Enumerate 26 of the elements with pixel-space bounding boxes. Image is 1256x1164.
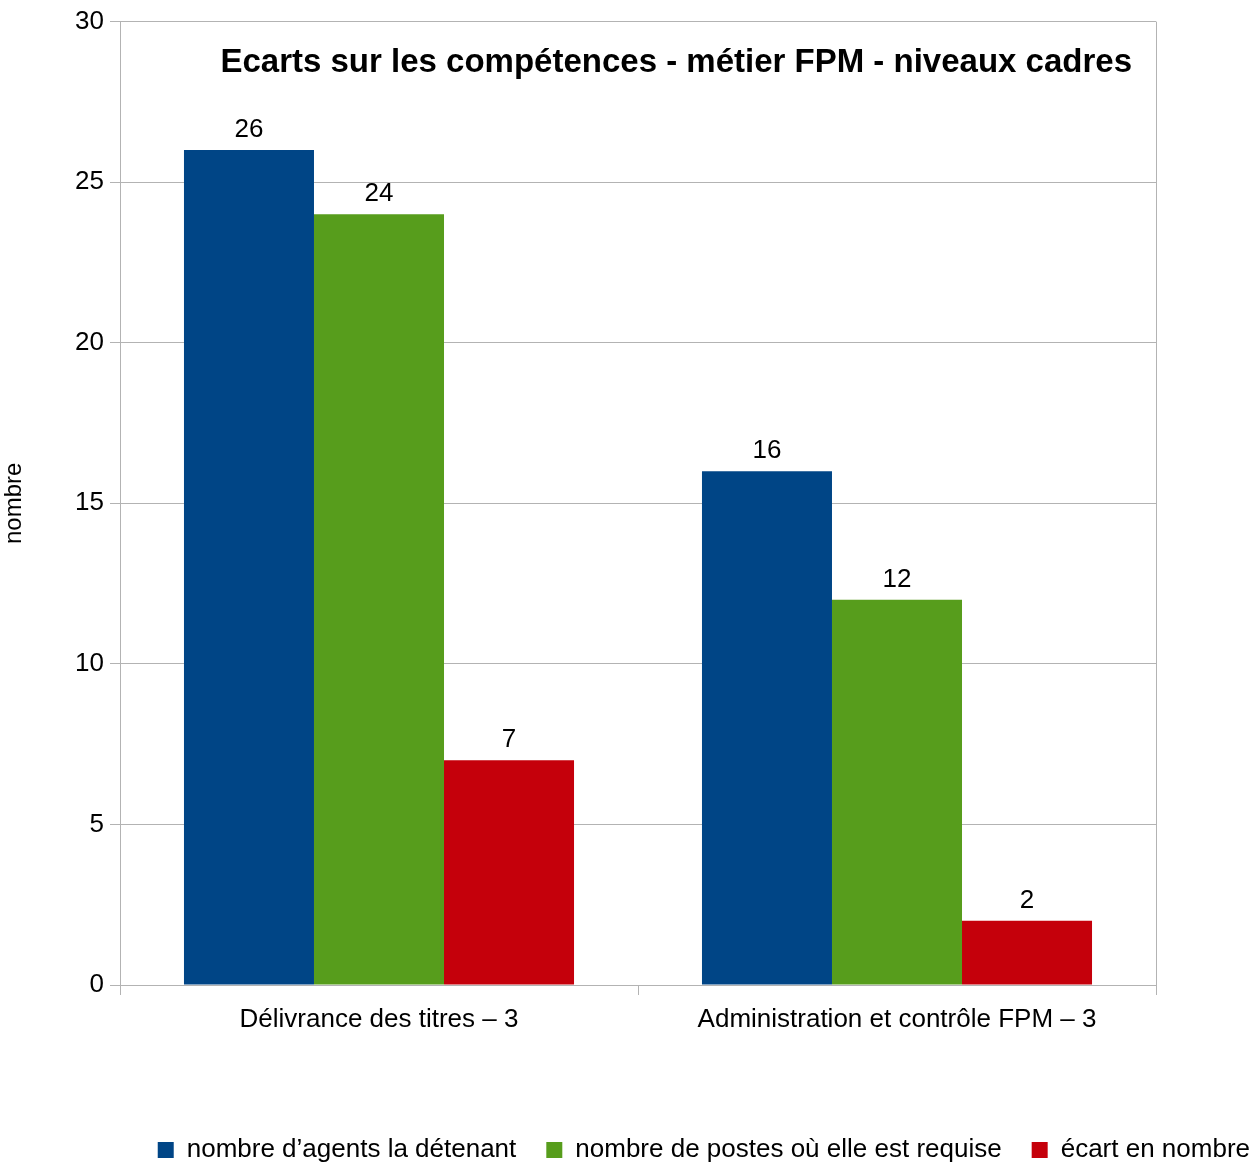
bar [183, 150, 314, 985]
data-label: 12 [882, 562, 912, 593]
legend-label: écart en nombre [1060, 1133, 1250, 1164]
data-label: 2 [1019, 883, 1035, 914]
bar [444, 760, 575, 985]
y-tick-label: 30 [75, 4, 104, 35]
bar [313, 214, 445, 985]
data-label: 7 [501, 723, 517, 754]
y-tick-label: 5 [89, 807, 104, 838]
x-tick-label: Délivrance des titres – 3 [239, 1002, 519, 1033]
data-label: 26 [234, 113, 264, 144]
y-axis-title: nombre [0, 462, 27, 544]
y-tick-label: 20 [75, 325, 104, 356]
bar [962, 920, 1093, 985]
y-tick-label: 10 [75, 647, 104, 678]
y-tick-label: 25 [75, 165, 104, 196]
x-tick-label: Administration et contrôle FPM – 3 [697, 1002, 1097, 1033]
y-tick-label: 15 [75, 486, 104, 517]
data-label: 16 [752, 434, 782, 465]
data-label: 24 [364, 177, 394, 208]
text: Ecarts sur les compétences - métier FPM - niveaux cadres [220, 41, 1132, 79]
legend-label: nombre d’agents la détenant [186, 1133, 518, 1164]
bar [701, 471, 832, 985]
bar [831, 599, 963, 985]
y-tick-label: 0 [89, 968, 104, 999]
legend-label: nombre de postes où elle est requise [575, 1133, 1002, 1164]
